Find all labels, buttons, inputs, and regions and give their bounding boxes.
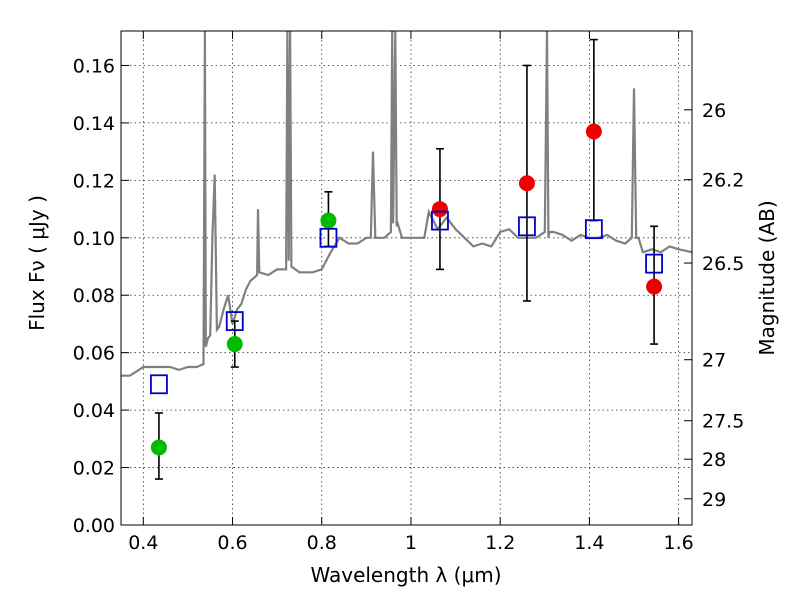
y2-tick-label-0: 26 (702, 100, 726, 122)
data-markers (150, 123, 663, 456)
y-tick-label-7: 0.14 (73, 113, 115, 135)
plot-frame (120, 30, 693, 526)
model-box-2 (319, 227, 338, 248)
y-tick-label-0: 0.00 (73, 515, 115, 537)
y-tick-label-5: 0.10 (73, 228, 115, 250)
x-tick-label-6: 1.6 (664, 532, 694, 554)
model-box-6 (645, 253, 663, 274)
data-point-2-2 (585, 123, 602, 140)
y2-tick-label-5: 28 (702, 449, 726, 471)
x-axis-label: Wavelength λ (μm) (310, 563, 501, 587)
data-point-2-1 (518, 175, 535, 192)
model-box-5 (584, 219, 603, 240)
data-point-1-0 (150, 439, 167, 456)
x-tick-label-4: 1.2 (485, 532, 515, 554)
y-tick-label-8: 0.16 (73, 55, 115, 77)
y-tick-label-2: 0.04 (73, 400, 115, 422)
model-box-1 (225, 311, 244, 331)
y-tick-label-3: 0.06 (73, 343, 115, 365)
ticks (121, 31, 692, 526)
y2-tick-label-4: 27.5 (702, 411, 744, 433)
data-point-2-3 (646, 278, 663, 295)
y2-tick-label-2: 26.5 (702, 253, 744, 275)
y-tick-label-4: 0.08 (73, 285, 115, 307)
y-tick-label-6: 0.12 (73, 170, 115, 192)
model-spectrum-line (121, 31, 692, 377)
x-tick-label-5: 1.4 (574, 532, 604, 554)
x-tick-label-2: 0.8 (307, 532, 337, 554)
tick-labels: 0.4 0.6 0.8 1 1.2 1.4 1.6 0.00 0.02 0.04 0.06 0.08 0… (73, 55, 745, 554)
y2-tick-label-3: 27 (702, 350, 726, 372)
y2-axis-label: Magnitude (AB) (755, 200, 779, 355)
model-box-0 (150, 374, 168, 395)
model-box-4 (518, 216, 536, 237)
model-box-3 (431, 210, 449, 231)
y-axis-label: Flux Fν ( μJy ) (25, 195, 49, 331)
y2-tick-label-6: 29 (702, 489, 726, 511)
y2-tick-label-1: 26.2 (702, 170, 744, 192)
y-tick-label-1: 0.02 (73, 458, 115, 480)
errorbars (154, 38, 659, 480)
x-tick-label-1: 0.6 (217, 532, 247, 554)
x-tick-label-3: 1 (405, 532, 417, 554)
data-point-1-1 (226, 336, 243, 353)
data-point-2-0 (431, 201, 448, 218)
x-tick-label-0: 0.4 (128, 532, 158, 554)
data-point-1-2 (320, 212, 337, 229)
